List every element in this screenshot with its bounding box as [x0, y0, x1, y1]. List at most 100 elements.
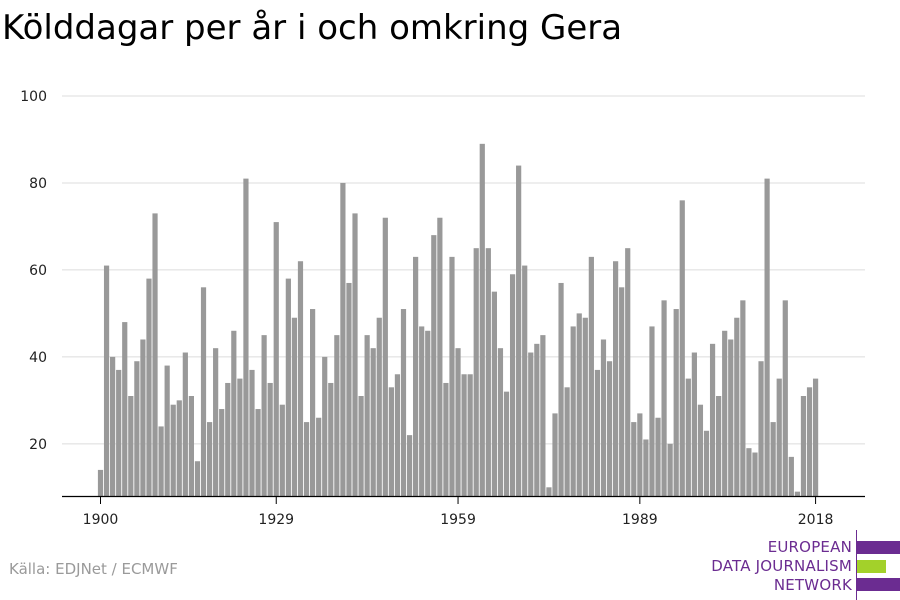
bar-1957 — [443, 382, 449, 496]
bar-1979 — [576, 313, 582, 496]
bar-1938 — [328, 382, 334, 496]
bar-1921 — [225, 382, 231, 496]
bar-1984 — [606, 361, 613, 496]
bar-1919 — [213, 348, 219, 496]
bar-2010 — [764, 178, 770, 497]
bar-1901 — [103, 265, 110, 496]
x-axis — [62, 495, 865, 504]
y-tick-label: 40 — [29, 350, 47, 366]
bar-1907 — [140, 339, 146, 496]
bar-1955 — [431, 235, 437, 496]
bar-1980 — [582, 317, 588, 496]
bar-1975 — [552, 413, 558, 496]
bar-1936 — [316, 417, 322, 496]
bar-2001 — [709, 343, 716, 496]
bar-1931 — [285, 278, 291, 496]
bar-1942 — [352, 213, 358, 496]
bar-1978 — [570, 326, 576, 496]
bars — [97, 143, 819, 497]
bar-1959 — [455, 348, 461, 496]
bar-2016 — [800, 396, 807, 496]
bar-1945 — [370, 348, 376, 496]
bar-1932 — [291, 317, 298, 496]
bar-2004 — [728, 339, 734, 496]
edjnet-logo: EUROPEAN DATA JOURNALISM NETWORK — [700, 530, 900, 600]
bar-1943 — [358, 396, 364, 496]
y-tick-label: 100 — [20, 89, 47, 105]
x-tick-label: 1989 — [622, 512, 658, 528]
bar-2005 — [734, 317, 740, 496]
bar-1973 — [540, 335, 546, 496]
bar-1946 — [376, 317, 382, 496]
bar-1992 — [655, 417, 661, 496]
bar-1952 — [413, 256, 419, 496]
bar-1986 — [619, 287, 625, 496]
bar-1954 — [425, 330, 431, 496]
logo-bar-purple-bottom — [857, 578, 900, 591]
bar-1909 — [152, 213, 158, 496]
bar-1939 — [334, 335, 340, 496]
bar-1914 — [182, 352, 188, 496]
bar-1965 — [491, 291, 497, 496]
bar-1977 — [564, 387, 570, 496]
bar-1941 — [346, 282, 352, 496]
bar-1940 — [340, 182, 346, 496]
bar-1928 — [267, 382, 273, 496]
bar-1927 — [261, 335, 267, 496]
logo-line-network: NETWORK — [773, 576, 852, 594]
bar-1987 — [625, 248, 631, 496]
bar-1968 — [509, 274, 516, 496]
bar-1956 — [437, 217, 443, 497]
bar-2014 — [788, 456, 794, 496]
bar-1969 — [516, 165, 522, 496]
bar-2012 — [776, 378, 782, 496]
bar-1995 — [673, 309, 679, 496]
bar-1937 — [322, 356, 328, 496]
bar-1966 — [497, 348, 504, 496]
x-tick-label: 1959 — [440, 512, 476, 528]
bar-1908 — [146, 278, 152, 496]
bar-1960 — [461, 374, 467, 496]
bar-1988 — [631, 422, 637, 496]
bar-1982 — [594, 369, 601, 496]
x-tick-labels: 1900 1929 1959 1989 2018 — [83, 512, 834, 528]
bar-1924 — [243, 178, 249, 497]
bar-2013 — [782, 300, 788, 496]
bar-1916 — [194, 461, 201, 496]
bar-1993 — [661, 300, 667, 496]
bar-1904 — [122, 322, 128, 496]
bar-1985 — [613, 261, 619, 496]
bar-2000 — [703, 430, 710, 496]
bar-1999 — [697, 404, 704, 496]
bar-2011 — [770, 422, 776, 496]
x-tick-label: 2018 — [798, 512, 834, 528]
bar-1910 — [158, 426, 164, 496]
bar-1923 — [237, 378, 243, 496]
logo-line-european: EUROPEAN — [767, 538, 852, 556]
bar-1998 — [691, 352, 697, 496]
bar-1949 — [394, 374, 401, 496]
bar-1944 — [364, 335, 370, 496]
bar-2018 — [812, 378, 819, 496]
bar-1991 — [649, 326, 655, 496]
bar-2017 — [806, 387, 813, 496]
bar-1913 — [176, 400, 182, 496]
bar-1900 — [97, 469, 104, 496]
bar-1948 — [388, 387, 394, 496]
logo-bar-purple-top — [857, 541, 900, 554]
bar-1997 — [685, 378, 691, 496]
bar-1972 — [534, 343, 540, 496]
bar-1902 — [110, 356, 116, 496]
bar-2006 — [740, 300, 746, 496]
bar-1971 — [528, 352, 534, 496]
bar-1935 — [310, 309, 316, 496]
bar-1918 — [206, 422, 213, 496]
bar-1922 — [231, 330, 237, 496]
bar-1905 — [128, 396, 134, 496]
bar-1903 — [116, 369, 122, 496]
bar-1964 — [485, 248, 491, 496]
bar-1958 — [449, 256, 455, 496]
bar-1996 — [679, 200, 685, 496]
bar-1929 — [273, 222, 279, 496]
